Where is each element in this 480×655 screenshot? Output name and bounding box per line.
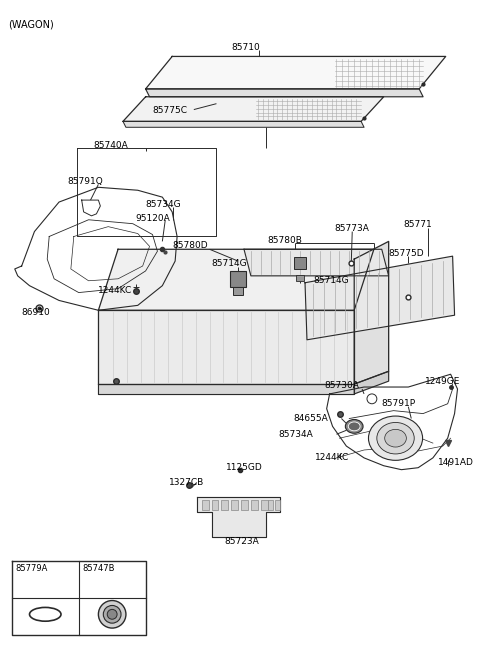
Circle shape: [98, 601, 126, 628]
Polygon shape: [354, 242, 389, 384]
Polygon shape: [98, 310, 354, 384]
Text: 85791Q: 85791Q: [67, 178, 103, 187]
Ellipse shape: [377, 422, 414, 454]
Polygon shape: [354, 371, 389, 394]
Circle shape: [367, 394, 377, 403]
Bar: [212, 500, 218, 510]
Ellipse shape: [369, 416, 422, 460]
Text: 85775C: 85775C: [153, 105, 188, 115]
Bar: [276, 500, 280, 510]
Text: 85714G: 85714G: [313, 276, 348, 285]
Bar: [233, 287, 243, 295]
Text: 85747B: 85747B: [83, 564, 115, 573]
Text: 86910: 86910: [22, 309, 50, 317]
Text: 85791P: 85791P: [382, 399, 416, 408]
Ellipse shape: [29, 607, 61, 621]
Text: 85780B: 85780B: [268, 236, 302, 246]
Text: 1327CB: 1327CB: [169, 477, 204, 487]
Bar: [268, 500, 273, 510]
Bar: [296, 275, 304, 281]
Bar: [221, 500, 228, 510]
Polygon shape: [244, 250, 389, 276]
Text: 85773A: 85773A: [335, 224, 370, 233]
Polygon shape: [305, 256, 455, 340]
Bar: [261, 500, 268, 510]
Text: 85775D: 85775D: [389, 250, 424, 258]
Text: 1244KC: 1244KC: [315, 453, 349, 462]
Text: 85714G: 85714G: [212, 259, 247, 268]
Polygon shape: [145, 89, 423, 97]
Text: 85710: 85710: [231, 43, 260, 52]
Text: 85779A: 85779A: [16, 564, 48, 573]
Text: 1249GE: 1249GE: [425, 377, 460, 386]
Text: 84655A: 84655A: [293, 413, 328, 422]
Text: 1125GD: 1125GD: [226, 463, 263, 472]
Polygon shape: [98, 250, 374, 310]
Text: 1244KC: 1244KC: [98, 286, 132, 295]
Bar: [230, 271, 246, 287]
Polygon shape: [98, 384, 354, 394]
Polygon shape: [123, 121, 364, 127]
Bar: [241, 500, 248, 510]
Text: (WAGON): (WAGON): [8, 19, 54, 29]
Circle shape: [103, 605, 121, 623]
Text: 1491AD: 1491AD: [438, 458, 474, 467]
Text: 85734G: 85734G: [145, 200, 181, 209]
Text: 85740A: 85740A: [94, 141, 128, 150]
Polygon shape: [123, 97, 384, 121]
Bar: [202, 500, 209, 510]
Bar: [251, 500, 258, 510]
Text: 85771: 85771: [403, 220, 432, 229]
Polygon shape: [145, 56, 446, 89]
Text: 85734A: 85734A: [278, 430, 313, 440]
Text: 85780D: 85780D: [172, 242, 208, 250]
Ellipse shape: [384, 429, 407, 447]
Polygon shape: [197, 497, 280, 536]
Bar: [231, 500, 238, 510]
Ellipse shape: [345, 419, 363, 433]
Text: 85730A: 85730A: [324, 381, 360, 390]
Text: 95120A: 95120A: [136, 214, 170, 223]
Ellipse shape: [348, 422, 360, 431]
Circle shape: [107, 609, 117, 619]
Text: 85723A: 85723A: [224, 536, 259, 546]
Bar: [294, 257, 306, 269]
